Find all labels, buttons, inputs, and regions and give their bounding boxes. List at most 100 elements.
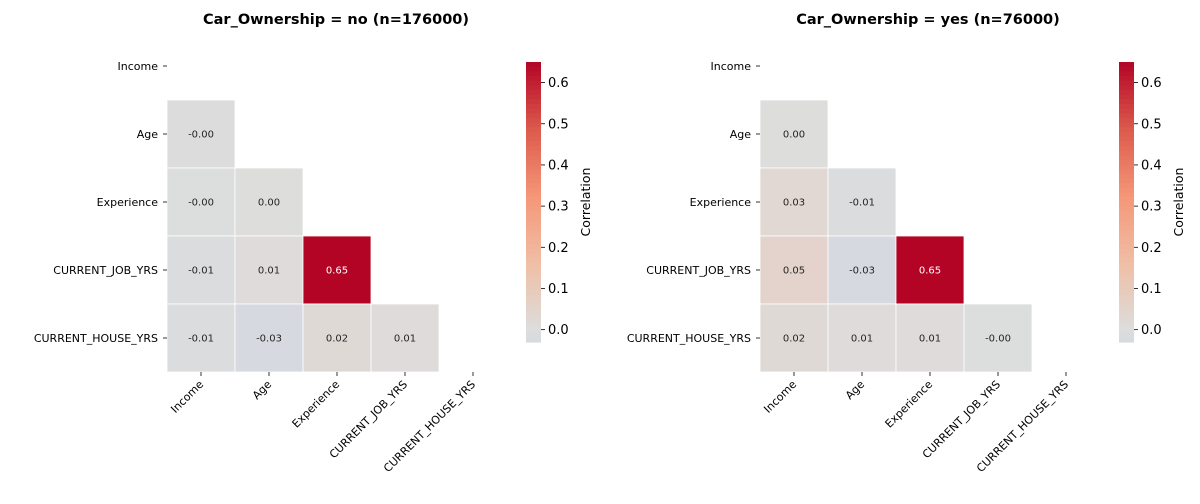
colorbar-segment <box>1119 276 1134 282</box>
colorbar-segment <box>1119 113 1134 119</box>
y-tick-label: Age <box>137 128 159 141</box>
colorbar-segment <box>526 230 541 236</box>
colorbar-segment <box>526 178 541 184</box>
colorbar-segment <box>526 113 541 119</box>
cell-value-label: 0.01 <box>394 334 416 345</box>
chart-title: Car_Ownership = no (n=176000) <box>203 12 469 28</box>
chart-title: Car_Ownership = yes (n=76000) <box>796 12 1060 28</box>
colorbar-segment <box>526 281 541 287</box>
cell-value-label: 0.65 <box>919 266 941 277</box>
colorbar-segment <box>526 122 541 128</box>
colorbar-segment <box>1119 136 1134 142</box>
cell-value-label: -0.00 <box>188 198 214 209</box>
colorbar-segment <box>526 146 541 152</box>
heatmap-cell <box>895 235 965 305</box>
heatmap-cell <box>234 167 304 237</box>
colorbar-segment <box>526 272 541 278</box>
colorbar-segment <box>1119 76 1134 82</box>
colorbar-segment <box>1119 202 1134 208</box>
colorbar-tick-label: 0.1 <box>548 282 569 297</box>
colorbar-segment <box>526 225 541 231</box>
cell-value-label: -0.03 <box>256 334 282 345</box>
colorbar-segment <box>526 76 541 82</box>
colorbar-segment <box>1119 248 1134 254</box>
heatmap-cell <box>759 99 829 169</box>
colorbar-segment <box>526 318 541 324</box>
colorbar-segment <box>1119 66 1134 72</box>
colorbar-segment <box>1119 220 1134 226</box>
colorbar-segment <box>526 239 541 245</box>
colorbar-segment <box>1119 160 1134 166</box>
colorbar-segment <box>1119 314 1134 320</box>
x-tick-label: Experience <box>290 378 343 431</box>
x-tick-label: Experience <box>883 378 936 431</box>
colorbar-tick-label: 0.2 <box>1141 241 1162 256</box>
y-tick-label: CURRENT_JOB_YRS <box>53 264 158 277</box>
colorbar-segment <box>526 253 541 259</box>
colorbar-label: Correlation <box>578 168 593 237</box>
colorbar-tick-label: 0.0 <box>1141 323 1162 338</box>
colorbar-segment <box>526 206 541 212</box>
colorbar-segment <box>1119 169 1134 175</box>
heatmap-cell <box>166 99 236 169</box>
colorbar-segment <box>1119 108 1134 114</box>
colorbar-tick-label: 0.5 <box>1141 117 1162 132</box>
colorbar-tick-label: 0.4 <box>1141 158 1162 173</box>
heatmap-cell <box>166 167 236 237</box>
colorbar-segment <box>526 141 541 147</box>
heatmap-cell <box>234 235 304 305</box>
heatmap-cell <box>166 235 236 305</box>
colorbar-segment <box>1119 183 1134 189</box>
cell-value-label: 0.65 <box>326 266 348 277</box>
cell-value-label: 0.02 <box>326 334 348 345</box>
heatmap-cell <box>827 235 897 305</box>
colorbar-segment <box>526 295 541 301</box>
colorbar-segment <box>526 262 541 268</box>
cell-value-label: 0.00 <box>783 130 805 141</box>
colorbar-segment <box>526 169 541 175</box>
colorbar-segment <box>526 136 541 142</box>
x-tick-label: Income <box>168 378 206 416</box>
y-tick-label: CURRENT_JOB_YRS <box>646 264 751 277</box>
colorbar-segment <box>1119 281 1134 287</box>
colorbar-segment <box>1119 262 1134 268</box>
cell-value-label: 0.02 <box>783 334 805 345</box>
colorbar-segment <box>1119 328 1134 334</box>
colorbar-tick-label: 0.0 <box>548 323 569 338</box>
colorbar-segment <box>1119 188 1134 194</box>
heatmap-panel-2: Car_Ownership = yes (n=76000) 0.00 0.03 -0.… <box>627 12 1186 475</box>
colorbar-segment <box>526 62 541 68</box>
cell-value-label: -0.01 <box>188 334 214 345</box>
colorbar-segment <box>526 164 541 170</box>
colorbar-segment <box>1119 239 1134 245</box>
colorbar-segment <box>526 286 541 292</box>
colorbar-tick-label: 0.6 <box>1141 76 1162 91</box>
colorbar-tick-label: 0.6 <box>548 76 569 91</box>
colorbar-segment <box>526 258 541 264</box>
colorbar-segment <box>1119 323 1134 329</box>
colorbar-segment <box>1119 253 1134 259</box>
colorbar-segment <box>1119 234 1134 240</box>
colorbar-segment <box>526 197 541 203</box>
colorbar-segment <box>526 216 541 222</box>
y-tick-label: Age <box>730 128 752 141</box>
colorbar-segment <box>1119 62 1134 68</box>
heatmap-cell <box>302 235 372 305</box>
colorbar-segment <box>1119 337 1134 343</box>
y-tick-label: CURRENT_HOUSE_YRS <box>34 332 158 345</box>
colorbar-segment <box>526 80 541 86</box>
colorbar-tick-label: 0.4 <box>548 158 569 173</box>
colorbar-segment <box>1119 230 1134 236</box>
colorbar-segment <box>526 323 541 329</box>
colorbar-segment <box>526 188 541 194</box>
colorbar-segment <box>1119 150 1134 156</box>
colorbar-segment <box>526 192 541 198</box>
colorbar-segment <box>526 90 541 96</box>
colorbar-segment <box>1119 225 1134 231</box>
colorbar-segment <box>1119 99 1134 105</box>
colorbar-segment <box>1119 174 1134 180</box>
colorbar-segment <box>526 150 541 156</box>
colorbar-segment <box>1119 211 1134 217</box>
